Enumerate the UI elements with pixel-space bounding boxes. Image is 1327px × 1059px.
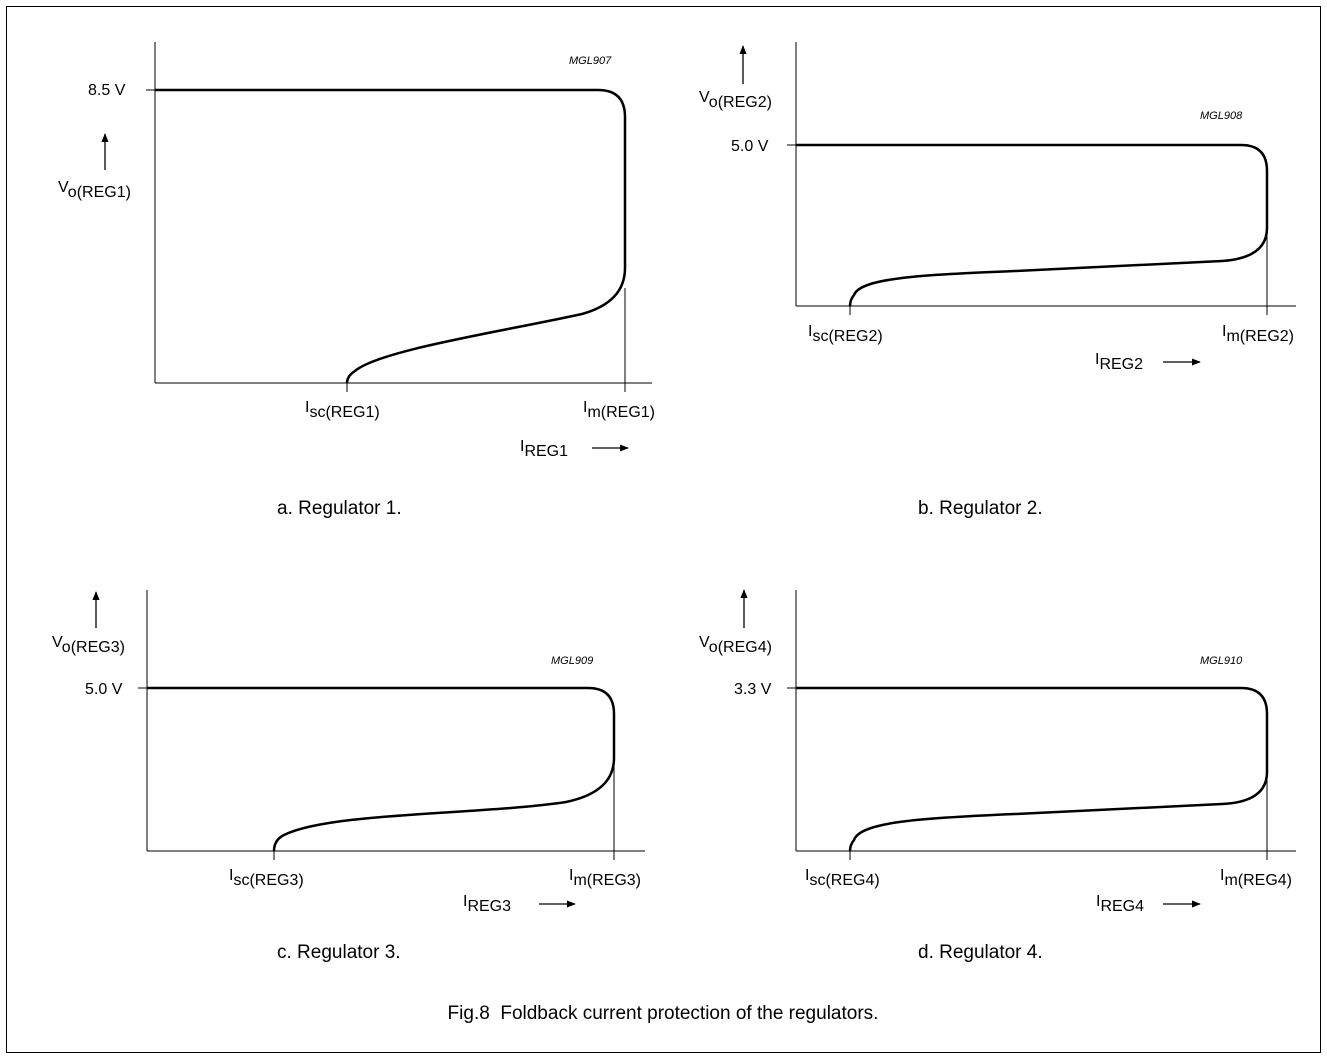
short-circuit-current-label: Isc(REG3) <box>229 867 304 889</box>
short-circuit-current-label: Isc(REG2) <box>808 323 883 345</box>
voltage-level-label: 3.3 V <box>734 681 772 698</box>
figure-code: MGL908 <box>1200 110 1243 122</box>
foldback-curve <box>155 88 627 384</box>
figure-code: MGL909 <box>551 655 593 667</box>
current-axis-label: IREG4 <box>1096 893 1144 915</box>
current-axis-label: IREG1 <box>520 438 568 460</box>
short-circuit-current-label: Isc(REG1) <box>305 399 380 421</box>
axes <box>787 42 1296 315</box>
voltage-level-label: 5.0 V <box>85 681 123 698</box>
axes <box>138 590 645 860</box>
foldback-curve <box>147 686 616 852</box>
short-circuit-current-label: Isc(REG4) <box>805 867 880 889</box>
panel-caption: b. Regulator 2. <box>918 498 1043 519</box>
max-current-label: Im(REG2) <box>1222 323 1294 345</box>
panel-regulator-2: MGL908 5.0 V Vo(REG2) Isc(REG2) Im(REG2)… <box>699 42 1296 519</box>
voltage-axis-label: Vo(REG2) <box>699 89 772 111</box>
figure-code: MGL910 <box>1200 655 1243 667</box>
panel-caption: d. Regulator 4. <box>918 942 1043 963</box>
max-current-label: Im(REG4) <box>1220 867 1292 889</box>
voltage-axis-label: Vo(REG4) <box>699 634 772 656</box>
axes <box>146 42 652 392</box>
current-axis-label: IREG2 <box>1095 351 1143 373</box>
voltage-axis-label: Vo(REG3) <box>52 634 125 656</box>
figure-caption: Fig.8 Foldback current protection of the… <box>448 1003 879 1024</box>
panel-regulator-3: MGL909 5.0 V Vo(REG3) Isc(REG3) Im(REG3)… <box>52 590 645 963</box>
foldback-curve <box>796 143 1269 307</box>
current-axis-label: IREG3 <box>463 893 511 915</box>
panel-regulator-4: MGL910 3.3 V Vo(REG4) Isc(REG4) Im(REG4)… <box>699 589 1296 963</box>
figure-code: MGL907 <box>569 55 612 67</box>
voltage-axis-label: Vo(REG1) <box>58 179 131 201</box>
panel-regulator-1: MGL907 8.5 V Vo(REG1) Isc(REG1) Im(REG1)… <box>58 42 655 519</box>
voltage-level-label: 5.0 V <box>731 138 769 155</box>
panel-caption: a. Regulator 1. <box>277 498 402 519</box>
axes <box>787 590 1296 860</box>
foldback-curve <box>796 686 1269 852</box>
max-current-label: Im(REG1) <box>583 399 655 421</box>
panel-caption: c. Regulator 3. <box>277 942 401 963</box>
voltage-level-label: 8.5 V <box>88 82 126 99</box>
figure-frame <box>6 6 1321 1053</box>
max-current-label: Im(REG3) <box>569 867 641 889</box>
